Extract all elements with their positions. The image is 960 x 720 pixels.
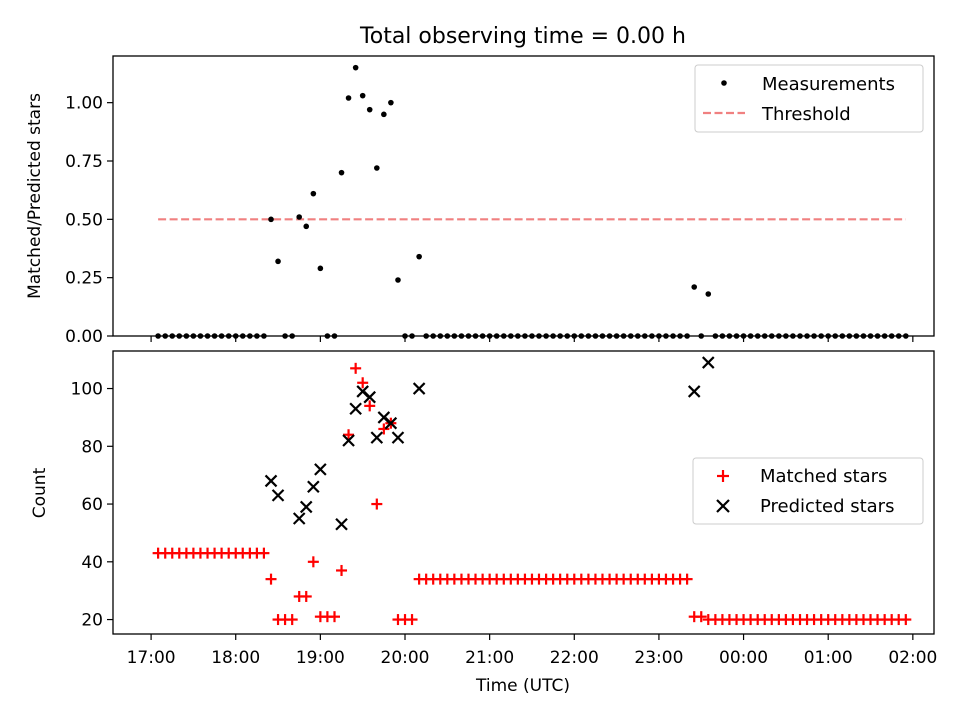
matched-star-point <box>406 614 418 626</box>
measurement-point <box>374 165 380 171</box>
top-y-tick-label: 1.00 <box>65 94 103 114</box>
matched-star-point <box>307 556 319 568</box>
bottom-y-tick-label: 60 <box>81 495 103 515</box>
legend-predicted-label: Predicted stars <box>760 496 894 517</box>
matched-star-point <box>364 400 376 412</box>
predicted-star-point <box>363 390 376 404</box>
top-y-tick-label: 0.25 <box>65 269 103 289</box>
matched-star-point <box>695 611 707 623</box>
measurement-point <box>366 106 373 113</box>
predicted-star-point <box>342 434 355 447</box>
predicted-star-point <box>314 463 327 476</box>
x-tick-label: 01:00 <box>804 648 853 668</box>
bottom-y-tick-label: 20 <box>81 611 103 631</box>
measurement-point <box>296 214 303 220</box>
top-y-tick-label: 0.75 <box>65 152 103 172</box>
bottom-x-ticks: 17:00 18:00 19:00 20:00 21:00 22:00 23:00 00:00… <box>127 634 937 668</box>
bottom-panel: 20 40 60 80 100 17:00 18:00 19:00 20:00 21:00 22:… <box>30 350 937 696</box>
measurement-point <box>268 216 274 223</box>
matched-star-point <box>900 614 912 626</box>
matched-star-point <box>350 362 362 374</box>
predicted-star-point <box>701 356 715 369</box>
measurement-point <box>381 111 387 118</box>
predicted-star-point <box>391 431 405 444</box>
x-tick-label: 19:00 <box>296 648 345 668</box>
measurement-point <box>416 253 422 260</box>
measurement-point <box>395 277 401 283</box>
top-plot-area <box>155 64 909 339</box>
x-tick-label: 18:00 <box>211 648 260 668</box>
bottom-legend-box <box>692 457 924 525</box>
x-tick-label: 20:00 <box>381 648 430 668</box>
matched-star-point <box>378 423 390 435</box>
top-panel: 0.00 0.25 0.50 0.75 1.00 Matched/Predicted s… <box>25 55 935 347</box>
x-tick-label: 22:00 <box>550 648 599 668</box>
legend-measurements-marker <box>721 80 727 86</box>
measurement-point <box>352 64 359 71</box>
legend-measurements-label: Measurements <box>762 74 895 95</box>
bottom-y-tick-label: 100 <box>71 380 103 400</box>
matched-star-point <box>343 429 355 441</box>
predicted-star-point <box>271 489 285 502</box>
x-tick-label: 17:00 <box>127 648 176 668</box>
predicted-star-point <box>335 517 348 531</box>
predicted-star-point <box>687 385 701 398</box>
bottom-y-ticks: 20 40 60 80 100 <box>71 380 113 631</box>
matched-star-point <box>357 377 369 389</box>
top-y-axis-label: Matched/Predicted stars <box>25 93 45 299</box>
bottom-y-tick-label: 80 <box>81 437 103 457</box>
x-tick-label: 21:00 <box>465 648 514 668</box>
measurement-point <box>303 223 310 230</box>
bottom-y-axis-label: Count <box>30 467 50 518</box>
top-axes-frame <box>112 55 935 337</box>
top-x-ticks <box>150 336 914 342</box>
matched-star-point <box>258 547 270 559</box>
measurement-point <box>317 265 324 272</box>
predicted-star-point <box>299 500 313 514</box>
measurement-point <box>310 190 317 197</box>
x-tick-label: 00:00 <box>719 648 768 668</box>
predicted-star-point <box>384 416 398 430</box>
matched-star-point <box>265 573 277 585</box>
predicted-star-point <box>349 402 362 416</box>
predicted-star-point <box>370 431 384 444</box>
measurement-point <box>359 92 366 99</box>
x-tick-label: 02:00 <box>888 648 937 668</box>
top-legend-box <box>694 64 924 133</box>
predicted-star-point <box>412 382 426 395</box>
bottom-legend: Matched stars Predicted stars <box>692 457 924 525</box>
legend-matched-marker <box>717 470 729 482</box>
measurement-point <box>275 258 281 265</box>
predicted-star-point <box>307 480 320 494</box>
bottom-y-tick-label: 40 <box>81 553 103 573</box>
legend-predicted-marker <box>716 499 730 513</box>
measurement-point <box>338 169 345 176</box>
matched-star-point <box>681 573 693 585</box>
figure-title: Total observing time = 0.00 h <box>359 24 686 49</box>
bottom-axes-frame <box>112 350 935 635</box>
top-y-ticks: 0.00 0.25 0.50 0.75 1.00 <box>65 94 113 347</box>
top-y-tick-label: 0.00 <box>65 327 103 347</box>
legend-matched-label: Matched stars <box>760 466 887 487</box>
matched-star-point <box>300 590 312 602</box>
top-y-tick-label: 0.50 <box>65 210 103 230</box>
measurement-point <box>388 99 394 106</box>
x-axis-label: Time (UTC) <box>475 676 570 696</box>
legend-threshold-label: Threshold <box>761 104 851 125</box>
matched-star-point <box>371 498 383 510</box>
measurement-point <box>691 284 698 290</box>
top-legend: Measurements Threshold <box>694 64 924 133</box>
matched-star-point <box>336 564 348 576</box>
x-tick-label: 23:00 <box>634 648 683 668</box>
measurement-point <box>705 291 712 297</box>
measurement-point <box>345 95 352 101</box>
matched-star-point <box>286 614 298 626</box>
predicted-star-point <box>292 512 306 525</box>
bottom-plot-area <box>152 356 912 626</box>
predicted-star-point <box>264 474 278 488</box>
matched-star-point <box>329 611 341 623</box>
